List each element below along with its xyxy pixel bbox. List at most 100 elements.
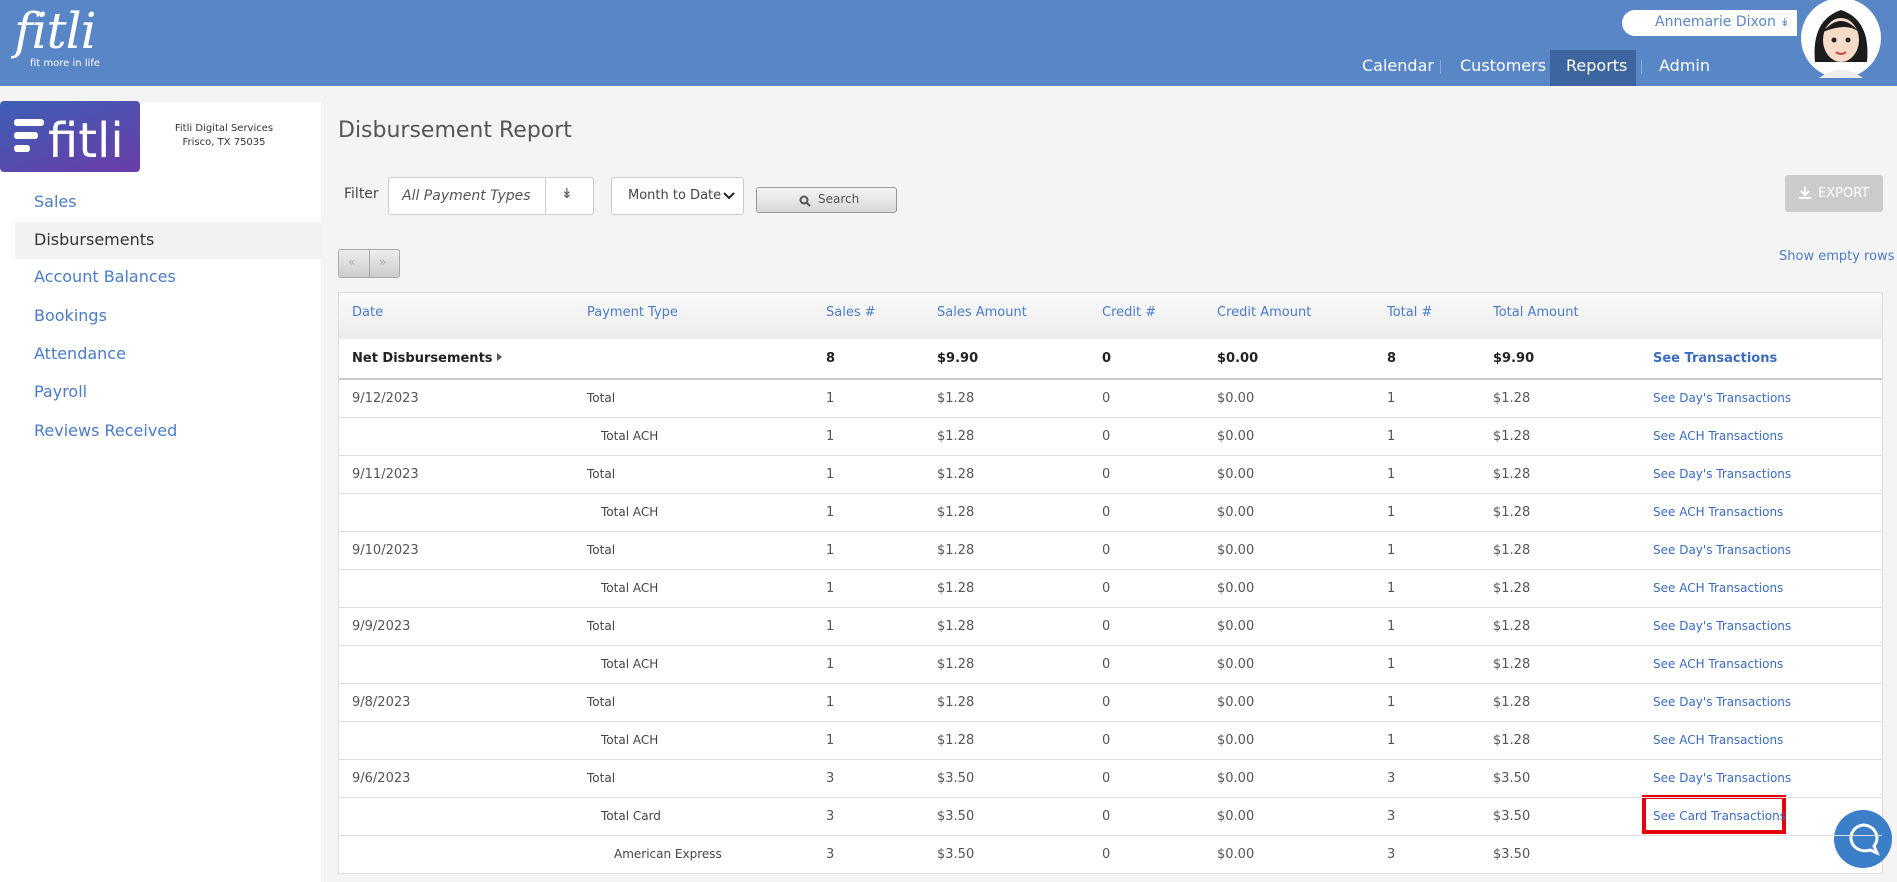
- row-cell: 3: [1387, 847, 1396, 862]
- nav-item[interactable]: Reports: [1566, 56, 1628, 75]
- row-cell: $3.50: [1493, 809, 1531, 824]
- sidebar-item[interactable]: Disbursements: [34, 230, 155, 249]
- sidebar-item[interactable]: Reviews Received: [34, 421, 178, 440]
- row-cell: 3: [1387, 771, 1396, 786]
- row-cell: 1: [826, 467, 835, 482]
- row-link[interactable]: See ACH Transactions: [1653, 733, 1784, 747]
- period-select[interactable]: [611, 177, 744, 215]
- row-cell: 1: [1387, 733, 1396, 748]
- row-cell: 3: [1387, 809, 1396, 824]
- row-payment-type: Total: [587, 695, 616, 709]
- row-divider: [339, 645, 1882, 646]
- sidebar-item[interactable]: Account Balances: [34, 267, 176, 286]
- row-cell: 1: [1387, 505, 1396, 520]
- period-value[interactable]: Month to Date: [628, 188, 722, 203]
- search-button[interactable]: [756, 187, 897, 213]
- row-divider: [339, 493, 1882, 494]
- search-label[interactable]: Search: [818, 192, 860, 206]
- sidebar-item[interactable]: Bookings: [34, 306, 107, 325]
- row-cell: $3.50: [937, 809, 975, 824]
- column-header[interactable]: Total Amount: [1493, 305, 1579, 320]
- row-cell: 1: [1387, 581, 1396, 596]
- column-header[interactable]: Credit Amount: [1217, 305, 1312, 320]
- row-date: 9/6/2023: [352, 771, 411, 786]
- next-page[interactable]: »: [379, 255, 387, 269]
- row-divider: [339, 759, 1882, 760]
- nav-item[interactable]: Customers: [1460, 56, 1547, 75]
- prev-page[interactable]: «: [348, 255, 356, 269]
- row-cell: $0.00: [1217, 695, 1255, 710]
- chat-button[interactable]: [1833, 809, 1893, 869]
- user-name-text[interactable]: Annemarie Dixon: [1655, 14, 1776, 30]
- row-cell: $1.28: [937, 391, 975, 406]
- row-divider: [339, 683, 1882, 684]
- row-link[interactable]: See Card Transactions: [1653, 809, 1786, 823]
- export-button[interactable]: [1785, 175, 1883, 212]
- row-cell: $3.50: [937, 771, 975, 786]
- summary-cell: $9.90: [937, 351, 979, 366]
- column-header[interactable]: Sales #: [826, 305, 876, 320]
- row-link[interactable]: See Day's Transactions: [1653, 619, 1792, 633]
- summary-label[interactable]: Net Disbursements: [352, 351, 493, 366]
- row-payment-type: Total: [587, 619, 616, 633]
- expand-caret[interactable]: [497, 353, 502, 361]
- select-toggle[interactable]: ↡: [561, 186, 573, 202]
- row-link[interactable]: See ACH Transactions: [1653, 657, 1784, 671]
- nav-separator: [1641, 60, 1642, 74]
- row-cell: 1: [826, 543, 835, 558]
- sidebar-item[interactable]: Payroll: [34, 382, 88, 401]
- page-title: Disbursement Report: [338, 118, 572, 143]
- column-header[interactable]: Payment Type: [587, 305, 678, 320]
- row-link[interactable]: See Day's Transactions: [1653, 543, 1792, 557]
- row-payment-type: Total ACH: [601, 733, 659, 747]
- row-link[interactable]: See Day's Transactions: [1653, 695, 1792, 709]
- row-cell: 0: [1102, 505, 1111, 520]
- row-cell: 1: [826, 391, 835, 406]
- user-name[interactable]: Annemarie Dixon ↡: [1655, 14, 1790, 30]
- user-menu[interactable]: [1622, 10, 1797, 36]
- row-payment-type: Total ACH: [601, 657, 659, 671]
- row-link[interactable]: See ACH Transactions: [1653, 429, 1784, 443]
- svg-text:fitli: fitli: [48, 113, 124, 169]
- row-cell: 0: [1102, 429, 1111, 444]
- nav-item[interactable]: Calendar: [1362, 56, 1434, 75]
- column-header[interactable]: Date: [352, 305, 384, 320]
- column-header[interactable]: Credit #: [1102, 305, 1157, 320]
- row-payment-type: Total: [587, 391, 616, 405]
- column-header[interactable]: Sales Amount: [937, 305, 1027, 320]
- show-empty-rows[interactable]: Show empty rows: [1779, 249, 1895, 264]
- row-cell: $0.00: [1217, 733, 1255, 748]
- row-cell: $0.00: [1217, 809, 1255, 824]
- row-cell: $1.28: [1493, 619, 1531, 634]
- row-date: 9/12/2023: [352, 391, 419, 406]
- sidebar-active-bg: [15, 222, 321, 259]
- avatar[interactable]: [1797, 0, 1885, 80]
- nav-active-bg: [1550, 50, 1636, 86]
- payment-type-value[interactable]: All Payment Types: [402, 188, 531, 204]
- row-divider: [339, 721, 1882, 722]
- report-table: [338, 292, 1883, 874]
- logo[interactable]: fitli: [14, 2, 97, 60]
- nav-item[interactable]: Admin: [1659, 56, 1710, 75]
- row-payment-type: American Express: [614, 847, 722, 861]
- summary-cell: 8: [1387, 351, 1397, 366]
- row-link[interactable]: See Day's Transactions: [1653, 467, 1792, 481]
- summary-cell: $0.00: [1217, 351, 1259, 366]
- sidebar-item[interactable]: Attendance: [34, 344, 126, 363]
- row-cell: $1.28: [1493, 467, 1531, 482]
- row-link[interactable]: See ACH Transactions: [1653, 581, 1784, 595]
- payment-type-select[interactable]: [388, 177, 594, 215]
- row-link[interactable]: See Day's Transactions: [1653, 391, 1792, 405]
- row-cell: $3.50: [1493, 847, 1531, 862]
- row-date: 9/11/2023: [352, 467, 419, 482]
- row-cell: 3: [826, 847, 835, 862]
- company-logo: fitli: [0, 101, 140, 172]
- column-header[interactable]: Total #: [1387, 305, 1433, 320]
- summary-link[interactable]: See Transactions: [1653, 351, 1778, 366]
- sidebar-item[interactable]: Sales: [34, 192, 77, 211]
- export-label[interactable]: EXPORT: [1818, 186, 1870, 201]
- row-cell: 0: [1102, 771, 1111, 786]
- row-link[interactable]: See Day's Transactions: [1653, 771, 1792, 785]
- row-link[interactable]: See ACH Transactions: [1653, 505, 1784, 519]
